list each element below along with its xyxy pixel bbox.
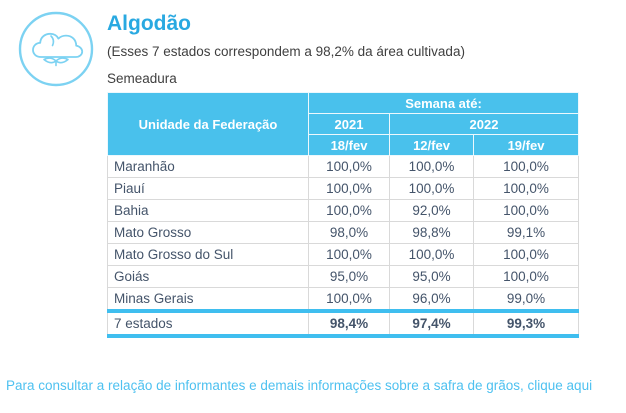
value-cell: 100,0% [308, 155, 390, 178]
column-header-date-3: 19/fev [473, 134, 579, 156]
table-row: Maranhão 100,0% 100,0% 100,0% [107, 155, 579, 178]
table-row: Mato Grosso 98,0% 98,8% 99,1% [107, 221, 579, 244]
state-name: Bahia [107, 199, 309, 222]
total-value-cell: 97,4% [389, 309, 474, 338]
value-cell: 96,0% [389, 287, 474, 312]
value-cell: 95,0% [308, 265, 390, 288]
state-name: Mato Grosso do Sul [107, 243, 309, 266]
column-header-year-2021: 2021 [308, 113, 390, 135]
state-name: Piauí [107, 177, 309, 200]
main-content: Algodão (Esses 7 estados correspondem a … [107, 11, 579, 338]
page-title: Algodão [107, 12, 191, 35]
state-name: Maranhão [107, 155, 309, 178]
value-cell: 100,0% [308, 243, 390, 266]
total-label: 7 estados [107, 309, 309, 338]
value-cell: 99,0% [473, 287, 579, 312]
value-cell: 99,1% [473, 221, 579, 244]
value-cell: 100,0% [473, 243, 579, 266]
table-row: Goiás 95,0% 95,0% 100,0% [107, 265, 579, 288]
cotton-icon [16, 9, 96, 89]
coverage-subtitle: (Esses 7 estados correspondem a 98,2% da… [107, 44, 465, 59]
total-value-cell: 99,3% [473, 309, 579, 338]
state-name: Goiás [107, 265, 309, 288]
value-cell: 98,0% [308, 221, 390, 244]
value-cell: 100,0% [308, 287, 390, 312]
table-row: Bahia 100,0% 92,0% 100,0% [107, 199, 579, 222]
value-cell: 100,0% [473, 155, 579, 178]
column-header-date-2: 12/fev [389, 134, 474, 156]
column-header-week: Semana até: [308, 92, 579, 114]
state-name: Mato Grosso [107, 221, 309, 244]
value-cell: 100,0% [389, 177, 474, 200]
value-cell: 100,0% [389, 243, 474, 266]
total-value-cell: 98,4% [308, 309, 390, 338]
state-name: Minas Gerais [107, 287, 309, 312]
value-cell: 100,0% [308, 177, 390, 200]
value-cell: 100,0% [308, 199, 390, 222]
column-header-date-1: 18/fev [308, 134, 390, 156]
value-cell: 98,8% [389, 221, 474, 244]
value-cell: 100,0% [473, 265, 579, 288]
value-cell: 92,0% [389, 199, 474, 222]
table-row: Minas Gerais 100,0% 96,0% 99,0% [107, 287, 579, 312]
informants-link[interactable]: Para consultar a relação de informantes … [6, 377, 593, 393]
section-label: Semeadura [107, 71, 177, 86]
table-row: Piauí 100,0% 100,0% 100,0% [107, 177, 579, 200]
column-header-year-2022: 2022 [389, 113, 579, 135]
value-cell: 100,0% [389, 155, 474, 178]
column-header-state: Unidade da Federação [107, 92, 309, 156]
sowing-table: Unidade da Federação Semana até: 2021 20… [107, 92, 579, 338]
value-cell: 100,0% [473, 177, 579, 200]
value-cell: 95,0% [389, 265, 474, 288]
value-cell: 100,0% [473, 199, 579, 222]
table-row: Mato Grosso do Sul 100,0% 100,0% 100,0% [107, 243, 579, 266]
total-row: 7 estados 98,4% 97,4% 99,3% [107, 309, 579, 338]
